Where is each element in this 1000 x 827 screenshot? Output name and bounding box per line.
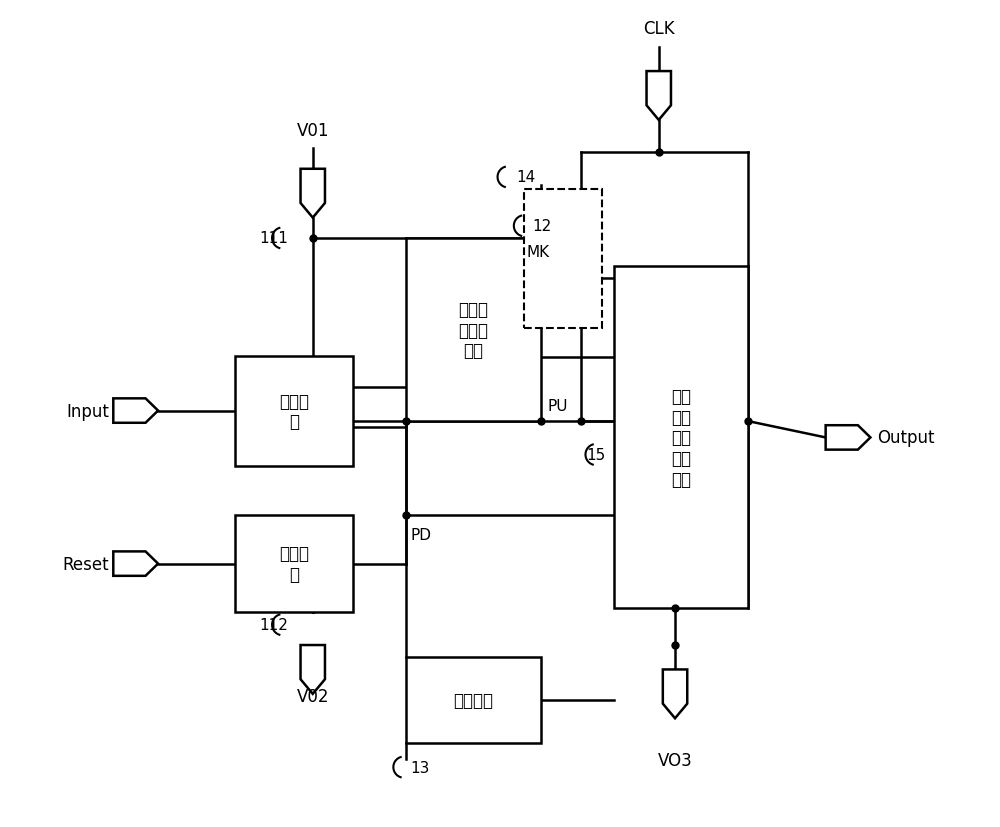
Text: MK: MK bbox=[527, 245, 550, 260]
Text: Input: Input bbox=[66, 402, 109, 420]
Text: V01: V01 bbox=[297, 122, 329, 140]
Text: 下拉节
点控制
模块: 下拉节 点控制 模块 bbox=[459, 300, 489, 360]
Text: 输入模
块: 输入模 块 bbox=[279, 392, 309, 431]
Text: 12: 12 bbox=[533, 219, 552, 234]
Polygon shape bbox=[663, 670, 687, 719]
Text: CLK: CLK bbox=[643, 20, 675, 38]
Bar bbox=[406, 657, 541, 743]
Polygon shape bbox=[301, 645, 325, 694]
Polygon shape bbox=[113, 399, 158, 423]
Polygon shape bbox=[647, 72, 671, 121]
Polygon shape bbox=[301, 170, 325, 218]
Text: Output: Output bbox=[877, 429, 934, 447]
Bar bbox=[235, 356, 353, 466]
Text: 112: 112 bbox=[259, 618, 288, 633]
Text: Reset: Reset bbox=[63, 555, 109, 573]
Text: 复位模
块: 复位模 块 bbox=[279, 544, 309, 583]
Text: 14: 14 bbox=[516, 170, 536, 185]
Text: PD: PD bbox=[410, 528, 431, 543]
Bar bbox=[406, 239, 541, 422]
Bar bbox=[614, 267, 748, 609]
Text: 111: 111 bbox=[259, 232, 288, 246]
Text: 13: 13 bbox=[410, 760, 430, 775]
Text: 存储模块: 存储模块 bbox=[454, 691, 494, 709]
Polygon shape bbox=[113, 552, 158, 576]
Bar bbox=[235, 515, 353, 613]
Text: 栅极
驱动
信号
输出
模块: 栅极 驱动 信号 输出 模块 bbox=[671, 387, 691, 489]
Text: V02: V02 bbox=[297, 687, 329, 705]
Text: 15: 15 bbox=[587, 447, 606, 462]
Bar bbox=[524, 190, 602, 328]
Text: VO3: VO3 bbox=[658, 751, 692, 769]
Polygon shape bbox=[826, 426, 870, 450]
Text: PU: PU bbox=[547, 399, 568, 414]
